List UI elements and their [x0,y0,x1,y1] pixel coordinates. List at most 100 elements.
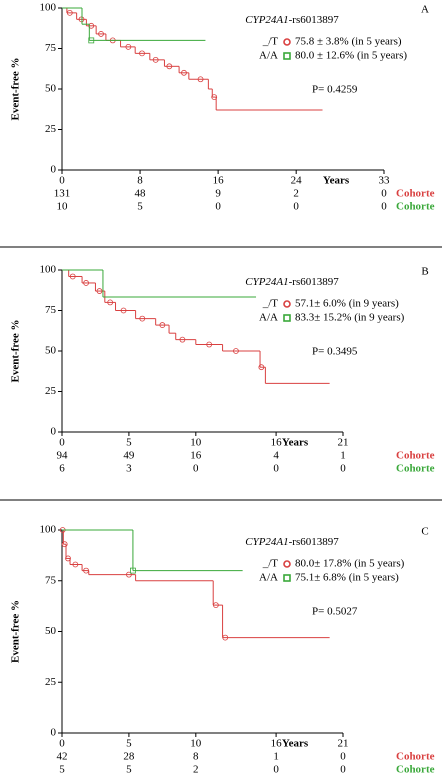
at-risk-count: 28 [123,751,135,763]
at-risk-count: 10 [57,201,69,213]
legend-name: _/T [262,36,279,48]
at-risk-count: 94 [57,450,69,462]
at-risk-count: 9 [215,188,221,200]
y-tick-label: 75 [45,304,57,316]
x-tick-label: 5 [126,437,132,449]
y-tick-label: 0 [51,426,57,438]
at-risk-count: 0 [381,201,387,213]
x-tick-label: 21 [338,437,349,449]
censor-mark [107,299,114,306]
censor-mark [69,273,76,280]
legend-stat: 80.0 ± 12.6% (in 5 years) [295,50,407,62]
at-risk-count: 42 [57,751,68,763]
risk-label: Cohorte [396,751,435,763]
x-tick-label: 21 [338,738,349,750]
censor-mark [233,348,239,354]
gene-name: CYP24A1 [245,536,288,548]
legend-stat: 75.1± 6.8% (in 5 years) [295,572,399,584]
p-value: P= 0.4259 [312,84,358,96]
at-risk-count: 0 [273,463,279,475]
y-axis-label: Event-free % [10,319,22,382]
snp-name: -rs6013897 [289,536,340,548]
risk-label: Cohorte [396,450,435,462]
at-risk-count: 3 [126,463,132,475]
at-risk-count: 1 [273,751,279,763]
y-tick-label: 50 [45,345,57,357]
legend-name: _/T [262,298,279,310]
x-axis-label: Years [282,738,309,750]
y-tick-label: 25 [45,385,57,397]
at-risk-count: 131 [54,188,71,200]
snp-name: -rs6013897 [289,276,340,288]
censor-mark [66,9,73,16]
x-axis-label: Years [282,437,309,449]
censor-mark [96,288,103,294]
x-axis-label: Years [323,175,350,187]
x-tick-label: 33 [379,175,391,187]
y-tick-label: 100 [40,524,57,536]
snp-name: -rs6013897 [289,14,340,26]
at-risk-count: 0 [340,764,346,775]
at-risk-count: 4 [273,450,279,462]
y-tick-label: 100 [40,2,57,14]
y-tick-label: 0 [51,727,57,739]
censor-mark [211,94,218,100]
x-tick-label: 0 [59,738,65,750]
legend-symbol [283,300,291,308]
gene-label: CYP24A1-rs6013897 [245,14,339,26]
censor-mark [258,364,265,371]
at-risk-count: 1 [340,450,346,462]
y-tick-label: 25 [45,123,57,135]
censor-mark [65,555,71,562]
censor-mark [222,634,229,641]
censor-mark [139,315,146,322]
x-tick-label: 16 [271,437,283,449]
censor-mark [88,22,95,29]
censor-mark [88,37,95,44]
y-tick-label: 50 [45,625,57,637]
legend-symbol [283,314,291,322]
x-tick-label: 16 [271,738,283,750]
x-tick-label: 5 [126,738,132,750]
at-risk-count: 0 [273,764,279,775]
at-risk-count: 0 [293,201,299,213]
legend-stat: 80.0± 17.8% (in 5 years) [295,558,405,570]
gene-name: CYP24A1 [245,276,288,288]
legend-symbol [283,574,291,582]
at-risk-count: 5 [126,764,132,775]
legend-symbol [283,560,291,568]
panel-label: C [421,526,428,538]
panel-label: A [421,4,429,16]
legend-stat: 75.8 ± 3.8% (in 5 years) [295,36,402,48]
at-risk-count: 49 [123,450,135,462]
censor-mark [166,63,173,70]
censor-mark [206,341,213,348]
at-risk-count: 0 [340,463,346,475]
at-risk-count: 6 [59,463,65,475]
censor-mark [98,31,104,37]
at-risk-count: 0 [193,463,199,475]
y-tick-label: 50 [45,83,57,95]
x-tick-label: 10 [190,437,202,449]
censor-mark [61,541,68,548]
censor-mark [212,602,219,609]
p-value: P= 0.3495 [312,346,358,358]
at-risk-count: 5 [137,201,143,213]
gene-label: CYP24A1-rs6013897 [245,536,339,548]
legend-name: A/A [259,572,278,584]
y-axis-label: Event-free % [10,57,22,120]
x-tick-label: 0 [59,175,65,187]
legend-stat: 57.1± 6.0% (in 9 years) [295,298,399,310]
at-risk-count: 8 [193,751,199,763]
y-axis-label: Event-free % [10,600,22,663]
gene-label: CYP24A1-rs6013897 [245,276,339,288]
censor-mark [197,76,204,83]
censor-mark [139,50,145,57]
censor-mark [181,69,187,76]
at-risk-count: 2 [193,764,199,775]
legend-symbol [283,52,291,60]
p-value: P= 0.5027 [312,606,358,618]
x-tick-label: 24 [291,175,303,187]
censor-mark [83,280,89,286]
